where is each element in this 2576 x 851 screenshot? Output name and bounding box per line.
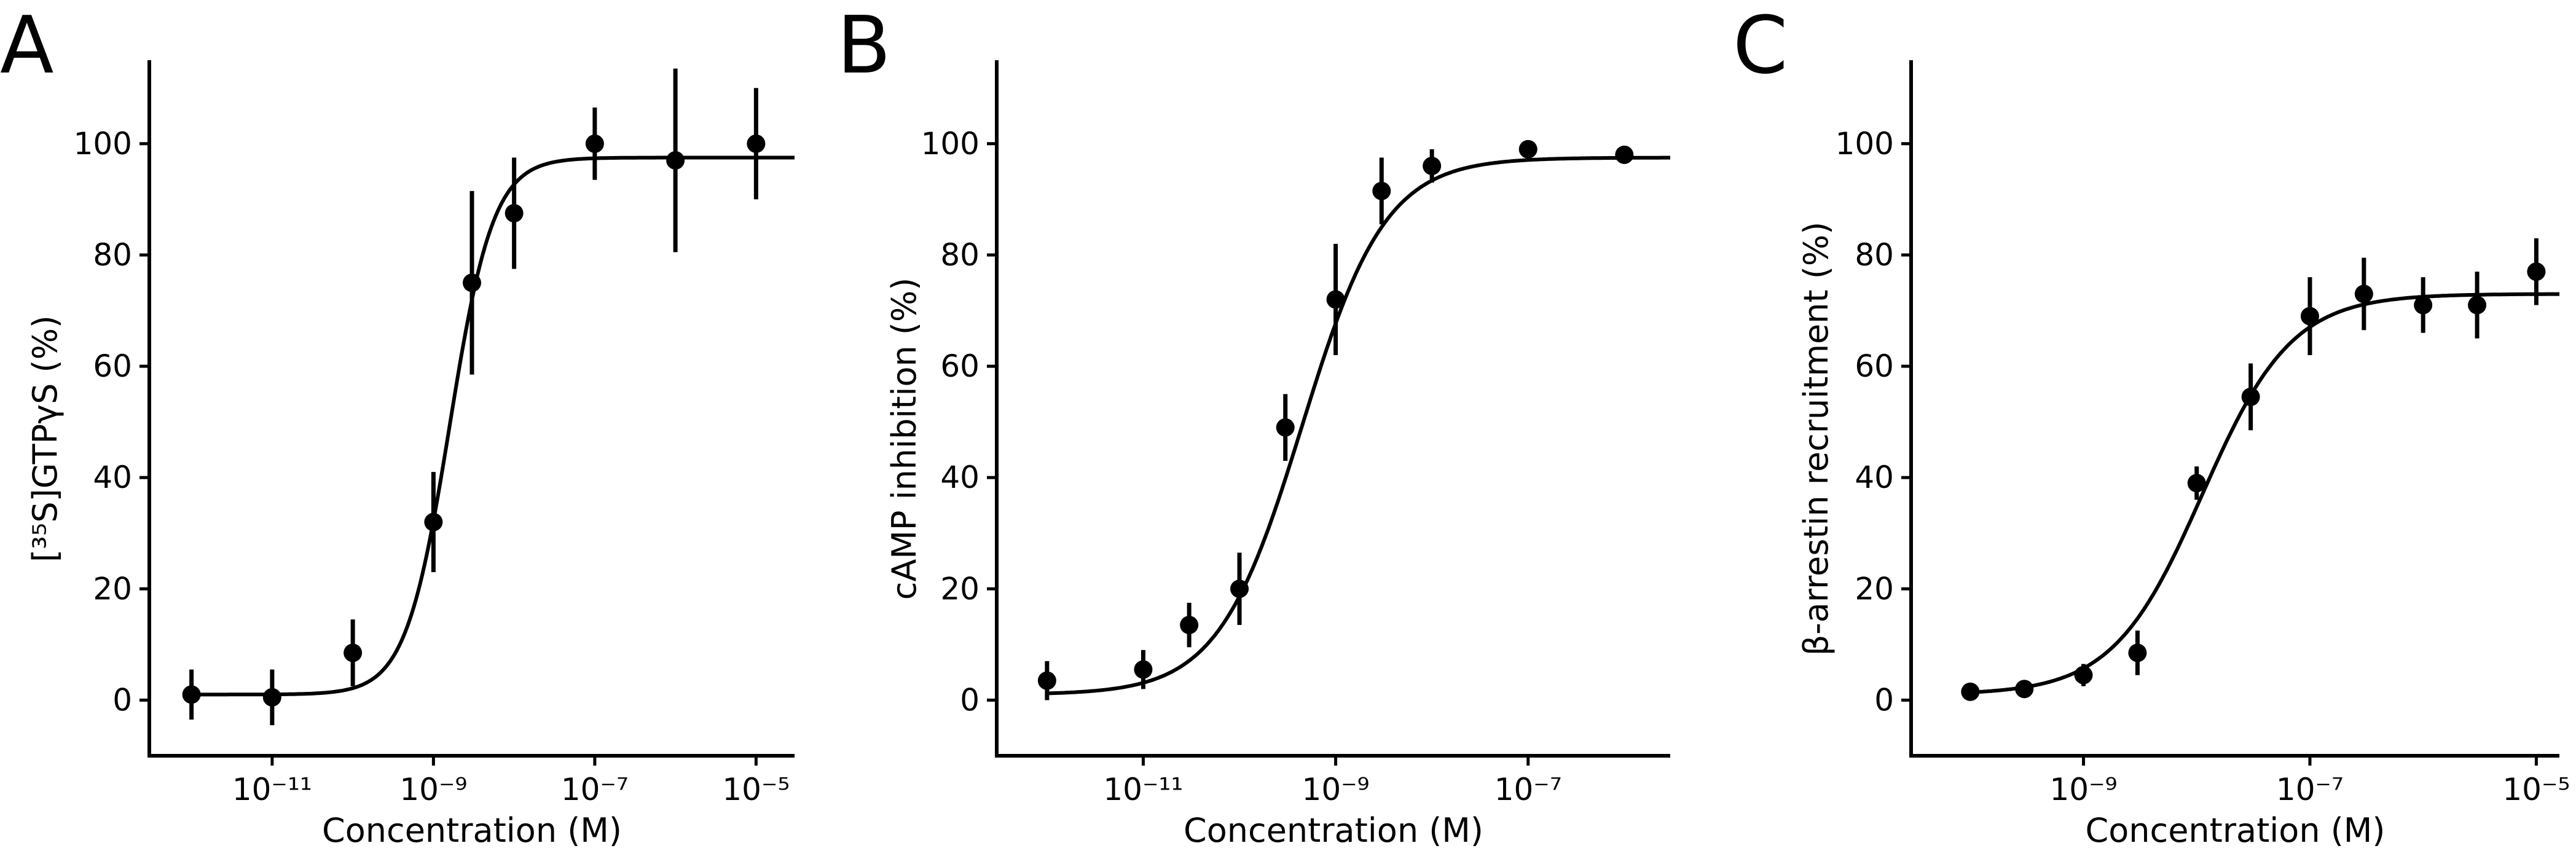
data-point — [747, 134, 766, 153]
fit-curve — [192, 155, 795, 697]
y-axis-label: cAMP inhibition (%) — [885, 278, 924, 600]
chart-panel-a: A 0 20 40 60 80 100 10⁻¹¹ 10⁻⁹ 10⁻⁷ 10⁻⁵ Concentrat… — [0, 0, 795, 850]
data-point — [2300, 307, 2319, 326]
y-tick-label: 60 — [940, 348, 980, 384]
data-point — [1276, 418, 1295, 437]
data-point — [2187, 474, 2206, 493]
data-point — [505, 204, 524, 223]
y-tick-label: 100 — [74, 126, 132, 162]
y-tick-label: 20 — [93, 571, 132, 606]
y-tick-label: 0 — [112, 682, 132, 718]
y-tick-label: 40 — [93, 460, 132, 495]
data-point — [1423, 157, 1442, 176]
panel-label: C — [1733, 0, 1788, 92]
y-tick-label: 40 — [1855, 460, 1894, 495]
data-point — [1180, 616, 1199, 635]
fit-curve — [1048, 155, 1670, 696]
y-axis-label: β-arrestin recruitment (%) — [1797, 222, 1836, 656]
x-tick-label: 10⁻⁷ — [2276, 772, 2344, 807]
x-tick-label: 10⁻⁹ — [1302, 772, 1370, 807]
x-axis-label: Concentration (M) — [322, 811, 622, 850]
data-point — [1134, 660, 1153, 679]
y-tick-label: 80 — [940, 237, 980, 273]
data-point — [2015, 680, 2034, 699]
data-point — [1372, 181, 1391, 200]
y-tick-label: 100 — [921, 126, 980, 162]
y-tick-label: 0 — [1874, 682, 1894, 718]
y-tick-label: 60 — [1855, 348, 1894, 384]
data-point — [1037, 671, 1056, 690]
data-point — [424, 512, 443, 531]
y-tick-label: 20 — [940, 571, 980, 606]
fit-curve — [1971, 292, 2559, 694]
data-point — [1518, 139, 1537, 159]
data-point — [182, 685, 201, 704]
data-point — [2354, 284, 2373, 304]
data-point — [262, 688, 281, 707]
y-tick-label: 80 — [1855, 237, 1894, 273]
x-tick-label: 10⁻¹¹ — [1103, 772, 1183, 807]
data-point — [463, 273, 481, 292]
x-axis-label: Concentration (M) — [2086, 811, 2386, 850]
y-tick-label: 80 — [93, 237, 132, 273]
x-tick-label: 10⁻⁹ — [399, 772, 467, 807]
x-tick-label: 10⁻⁵ — [2502, 772, 2570, 807]
data-point — [666, 151, 685, 170]
y-tick-label: 40 — [940, 460, 980, 495]
data-point — [2241, 387, 2260, 406]
y-axis-label: [³⁵S]GTPγS (%) — [26, 315, 65, 562]
data-point — [1326, 290, 1345, 309]
x-tick-label: 10⁻¹¹ — [232, 772, 312, 807]
y-tick-label: 20 — [1855, 571, 1894, 606]
x-tick-label: 10⁻⁵ — [722, 772, 790, 807]
data-point — [1230, 579, 1249, 598]
panel-label: B — [837, 0, 891, 92]
data-point — [1615, 145, 1634, 164]
x-axis-label: Concentration (M) — [1184, 811, 1483, 850]
panel-label: A — [0, 0, 54, 92]
x-tick-label: 10⁻⁷ — [561, 772, 629, 807]
data-point — [344, 643, 363, 662]
data-point — [2468, 296, 2487, 315]
data-point — [585, 134, 604, 153]
data-point — [2527, 262, 2546, 281]
y-tick-label: 0 — [960, 682, 980, 718]
y-tick-label: 60 — [93, 348, 132, 384]
chart-panel-c: C 0 20 40 60 80 100 10⁻⁹ 10⁻⁷ 10⁻⁵ Concentration (… — [1733, 0, 2570, 850]
x-tick-label: 10⁻⁹ — [2050, 772, 2118, 807]
data-point — [2128, 643, 2147, 662]
data-point — [2414, 296, 2433, 315]
y-tick-label: 100 — [1836, 126, 1894, 162]
chart-panel-b: B 0 20 40 60 80 100 10⁻¹¹ 10⁻⁹ 10⁻⁷ Concentration … — [837, 0, 1670, 850]
x-tick-label: 10⁻⁷ — [1494, 772, 1562, 807]
data-point — [2074, 665, 2093, 684]
data-point — [1961, 682, 1980, 701]
